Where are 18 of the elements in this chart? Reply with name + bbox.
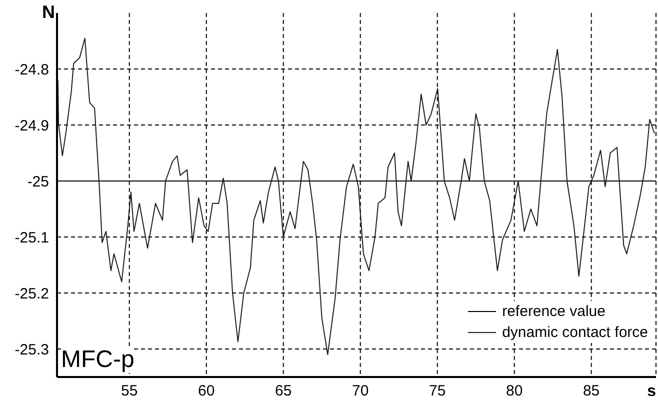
x-tick-label: 65 xyxy=(275,382,292,400)
y-axis-title: N xyxy=(42,2,55,23)
y-tick-label: -24.9 xyxy=(14,117,49,134)
y-tick-label: -25 xyxy=(27,173,49,190)
x-axis-title: s xyxy=(647,383,656,401)
y-tick-label: -25.3 xyxy=(14,341,49,358)
annotation: MFC-p xyxy=(61,346,134,373)
y-tick-label: -25.1 xyxy=(14,229,49,246)
y-tick-label: -24.8 xyxy=(14,61,49,78)
x-tick-label: 75 xyxy=(429,382,446,400)
x-tick-label: 60 xyxy=(198,382,215,400)
x-tick-label: 85 xyxy=(582,382,600,400)
legend-label: reference value xyxy=(502,302,606,322)
x-tick-label: 55 xyxy=(121,382,138,400)
legend-label: dynamic contact force xyxy=(502,323,648,343)
x-tick-label: 80 xyxy=(506,382,523,400)
y-tick-label: -25.2 xyxy=(14,285,49,302)
x-tick-label: 70 xyxy=(352,382,369,400)
